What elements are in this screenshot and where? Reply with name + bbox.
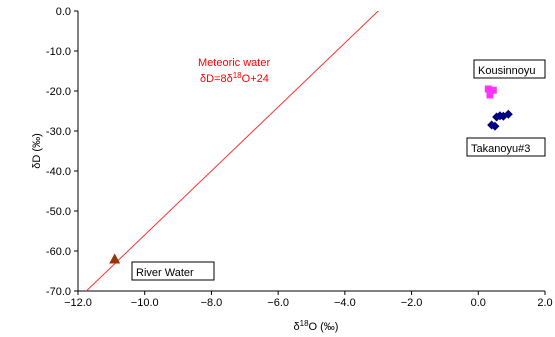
y-tick-label: -40.0 xyxy=(46,166,71,178)
data-points xyxy=(109,85,513,264)
takanoyu-3-point xyxy=(503,109,513,119)
x-axis-title: δ18O (‰) xyxy=(294,319,339,333)
x-tick-label: −2.0 xyxy=(401,297,423,309)
takanoyu-3-point xyxy=(490,121,500,131)
meteoric-water-line xyxy=(85,11,379,291)
river-water-point xyxy=(109,253,121,264)
y-tick-label: -20.0 xyxy=(46,86,71,98)
meteoric-water-label: Meteoric water xyxy=(198,57,270,69)
y-axis-title: δD (‰) xyxy=(31,133,43,168)
river-water-callout: River Water xyxy=(131,261,215,281)
x-tick-label: −12.0 xyxy=(64,297,92,309)
kousinnoyu-point xyxy=(489,86,497,94)
x-tick-label: −4.0 xyxy=(334,297,356,309)
plot-axes xyxy=(74,10,546,295)
y-tick-label: -60.0 xyxy=(46,246,71,258)
kousinnoyu-point xyxy=(486,91,494,99)
y-tick-labels: 0.0 -10.0 -20.0 -30.0 -40.0 -50.0 -60.0 -70.0 xyxy=(46,6,71,298)
kousinnoyu-callout: Kousinnoyu xyxy=(473,59,546,79)
x-tick-label: −10.0 xyxy=(131,297,159,309)
y-tick-label: -30.0 xyxy=(46,126,71,138)
kousinnoyu-label: Kousinnoyu xyxy=(478,65,536,77)
takanoyu-label: Takanoyu#3 xyxy=(471,143,530,155)
takanoyu-callout: Takanoyu#3 xyxy=(466,137,546,157)
x-tick-label: −6.0 xyxy=(267,297,289,309)
y-tick-label: 0.0 xyxy=(56,6,71,18)
river-water-label: River Water xyxy=(136,267,194,279)
meteoric-water-equation: δD=8δ18O+24 xyxy=(200,71,269,85)
x-tick-label: −8.0 xyxy=(201,297,223,309)
x-tick-label: 0.0 xyxy=(471,297,486,309)
x-tick-label: 2.0 xyxy=(537,297,552,309)
x-tick-labels: −12.0 −10.0 −8.0 −6.0 −4.0 −2.0 0.0 2.0 xyxy=(64,297,553,309)
y-tick-label: -50.0 xyxy=(46,206,71,218)
y-tick-label: -10.0 xyxy=(46,46,71,58)
y-tick-label: -70.0 xyxy=(46,286,71,298)
